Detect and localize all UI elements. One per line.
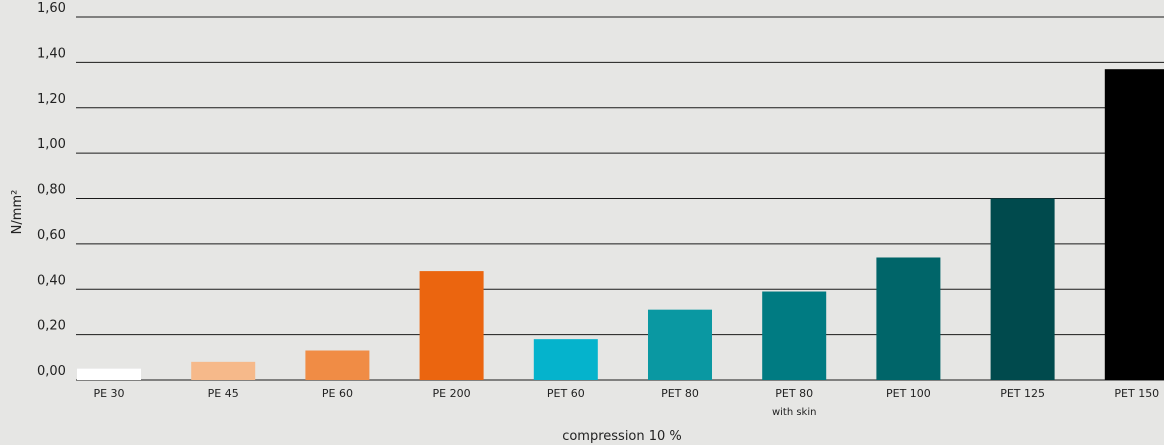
bar	[648, 309, 712, 380]
y-tick-label: 0,80	[37, 183, 66, 198]
x-tick-label: PE 45	[208, 387, 239, 400]
y-tick-label: 1,00	[37, 137, 66, 152]
y-tick-label: 0,60	[37, 228, 66, 243]
x-tick-label: PET 60	[547, 387, 585, 400]
x-tick-label: PE 60	[322, 387, 353, 400]
y-tick-label: 1,40	[37, 46, 66, 61]
x-tick-label: PET 125	[1000, 387, 1045, 400]
x-tick-label: PE 30	[93, 387, 124, 400]
y-tick-label: 0,00	[37, 364, 66, 379]
y-axis-title: N/mm²	[10, 190, 25, 235]
y-tick-labels: 0,00 0,20 0,40 0,60 0,80 1,00 1,20 1,40 1,60	[37, 1, 66, 379]
bar	[876, 257, 941, 380]
x-tick-sublabel: with skin	[772, 407, 817, 418]
bar	[191, 361, 256, 380]
bar	[1104, 69, 1164, 381]
y-tick-label: 1,20	[37, 92, 66, 107]
x-axis-title: compression 10 %	[562, 429, 682, 444]
y-tick-label: 0,40	[37, 273, 66, 288]
bar	[533, 339, 598, 380]
bar	[419, 271, 484, 380]
x-tick-label: PET 80	[661, 387, 699, 400]
bar	[305, 350, 370, 380]
y-tick-label: 0,20	[37, 319, 66, 334]
bars	[77, 69, 1164, 381]
x-tick-label: PET 80	[775, 387, 813, 400]
bar	[762, 291, 827, 380]
x-tick-label: PE 200	[433, 387, 471, 400]
x-tick-label: PET 150	[1114, 387, 1159, 400]
bar	[77, 368, 141, 380]
y-tick-label: 1,60	[37, 1, 66, 16]
x-tick-label: PET 100	[886, 387, 931, 400]
bar	[990, 198, 1055, 380]
grid-lines	[76, 16, 1164, 381]
x-tick-labels: PE 30 PE 45 PE 60 PE 200 PET 60 PET 80 PET 80 w…	[93, 387, 1159, 418]
